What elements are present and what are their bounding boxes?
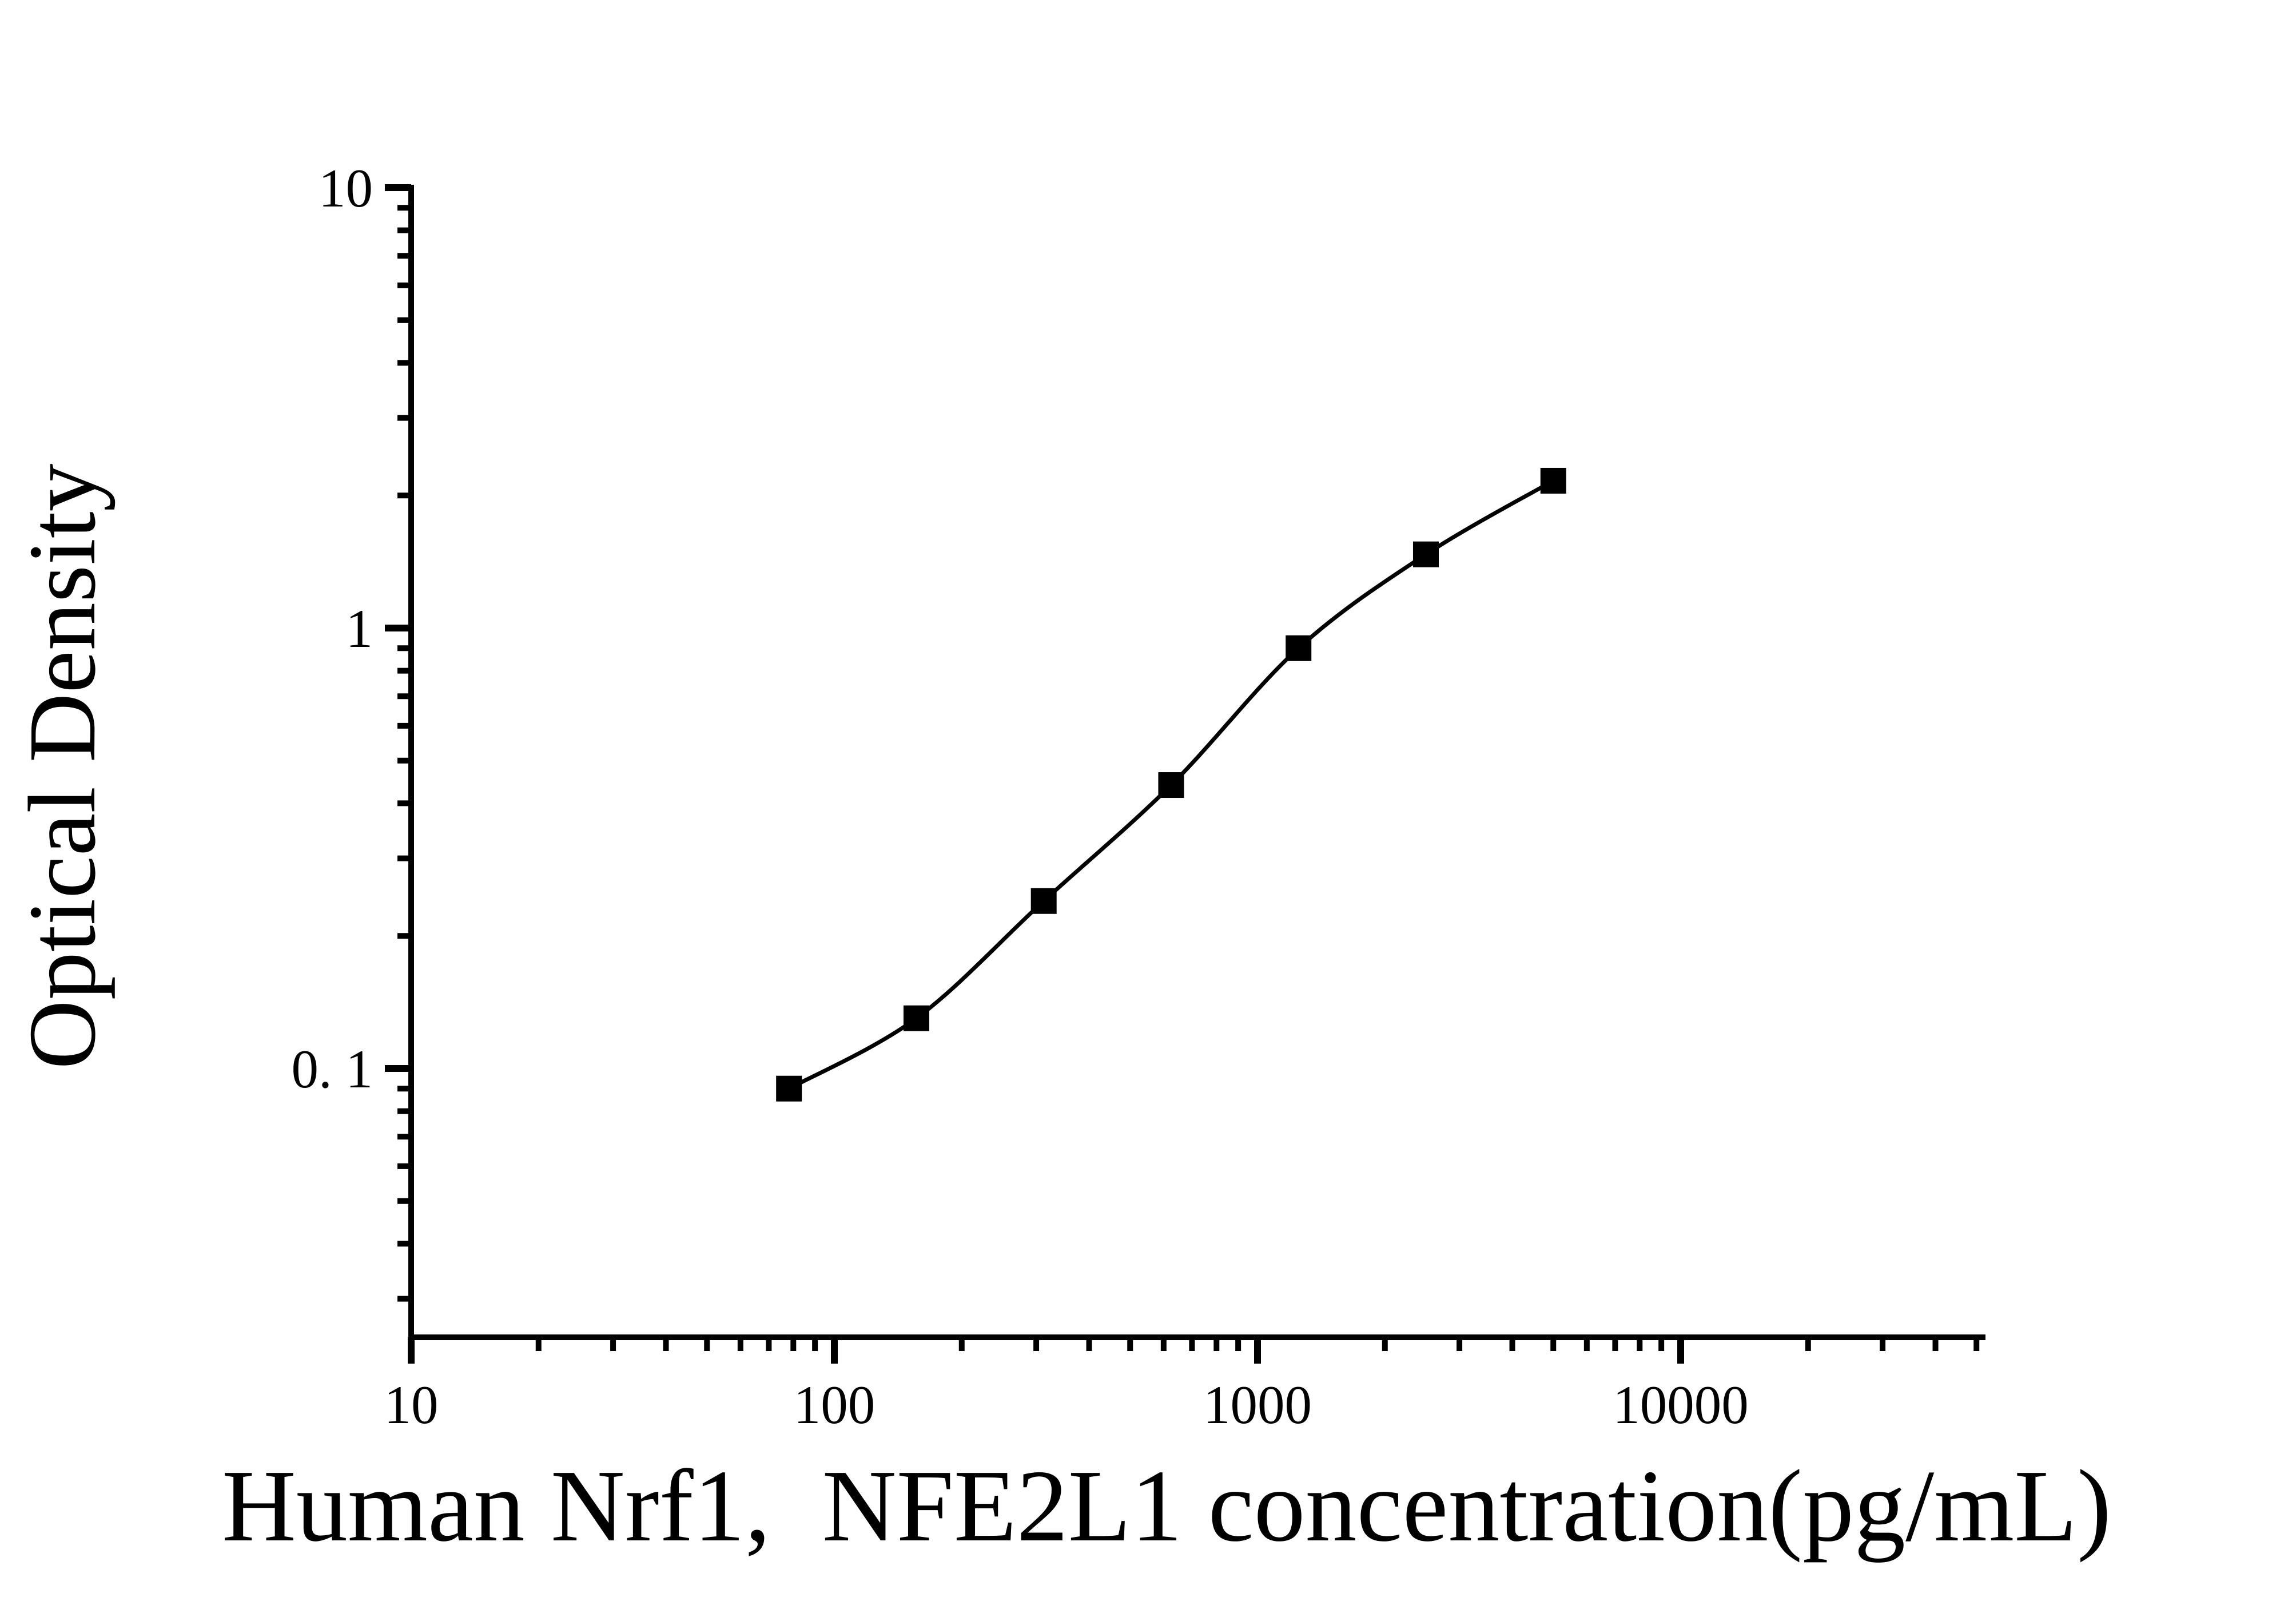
y-axis-title: Optical Density xyxy=(9,463,116,1069)
data-point-marker xyxy=(1030,888,1057,914)
data-point-marker xyxy=(1158,772,1184,798)
x-tick-label: 1000 xyxy=(1203,1374,1312,1435)
y-tick-label: 1 xyxy=(346,598,373,659)
data-point-layer xyxy=(776,467,1566,1102)
tick-label-layer: 10 100 1000 10000 10 1 0. 1 xyxy=(292,158,1749,1435)
x-tick-label: 100 xyxy=(794,1374,876,1435)
data-point-marker xyxy=(776,1075,802,1102)
data-point-marker xyxy=(903,1005,929,1031)
data-point-marker xyxy=(1286,635,1312,661)
data-point-marker xyxy=(1412,541,1439,567)
x-tick-label: 10 xyxy=(384,1374,439,1435)
data-point-marker xyxy=(1540,467,1566,494)
x-axis-title: Human Nrf1, NFE2L1 concentration(pg/mL) xyxy=(222,1449,2111,1563)
x-tick-label: 10000 xyxy=(1613,1374,1749,1435)
y-tick-label: 0. 1 xyxy=(292,1039,373,1099)
y-tick-label: 10 xyxy=(319,158,373,218)
